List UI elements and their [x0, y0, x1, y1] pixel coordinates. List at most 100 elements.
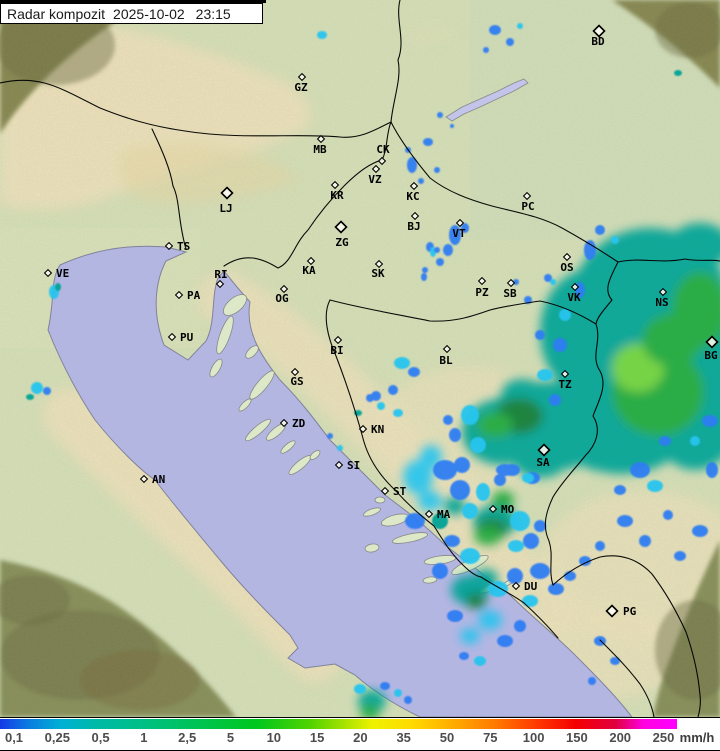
- station-label: RI: [214, 268, 227, 281]
- station-label: SK: [371, 267, 385, 280]
- radar-cell: [317, 31, 327, 39]
- radar-cell: [444, 535, 460, 547]
- radar-cell: [537, 369, 553, 381]
- radar-cell: [647, 480, 663, 492]
- top-edge-strip: [0, 0, 266, 3]
- station-diamond-icon: [306, 256, 316, 266]
- station-label: BJ: [407, 220, 420, 233]
- station-diamond-icon: [522, 191, 532, 201]
- radar-cell: [422, 267, 428, 273]
- legend-value: 0,25: [44, 730, 70, 745]
- legend-unit: mm/h: [679, 730, 715, 745]
- station-os: OS: [560, 252, 574, 274]
- radar-cell: [434, 247, 440, 253]
- radar-cell: [540, 270, 636, 394]
- radar-cell: [432, 513, 448, 529]
- radar-cell: [55, 283, 61, 291]
- station-st: ST: [380, 485, 407, 498]
- radar-cell: [534, 520, 546, 532]
- station-bj: BJ: [407, 211, 421, 233]
- radar-cell: [454, 457, 470, 473]
- station-label: PG: [623, 605, 637, 618]
- station-label: GZ: [294, 81, 308, 94]
- station-label: SA: [536, 456, 550, 469]
- legend-value: 100: [522, 730, 545, 745]
- radar-cell: [407, 157, 417, 173]
- radar-cell: [584, 240, 596, 260]
- station-diamond-icon: [43, 268, 53, 278]
- station-label: MB: [313, 143, 327, 156]
- station-label: MA: [437, 508, 451, 521]
- station-diamond-icon: [174, 290, 184, 300]
- radar-cell: [394, 357, 410, 369]
- radar-cell: [474, 527, 502, 545]
- station-label: LJ: [219, 202, 232, 215]
- legend-value: 0,5: [91, 730, 110, 745]
- station-label: ZD: [292, 417, 306, 430]
- legend-value: 10: [266, 730, 282, 745]
- radar-cell: [549, 394, 561, 406]
- station-kc: KC: [406, 181, 420, 203]
- legend-value: 250: [652, 730, 675, 745]
- station-diamond-icon: [705, 335, 719, 349]
- radar-cell: [483, 47, 489, 53]
- radar-precipitation-masses: [358, 223, 720, 717]
- station-diamond-icon: [506, 278, 516, 288]
- station-label: KA: [302, 264, 316, 277]
- station-label: BI: [330, 344, 343, 357]
- station-diamond-icon: [537, 443, 551, 457]
- radar-map: BD GZ MB CK VZ KR KC LJ ZG BJ VT PC TS RI PA KA OG SK PZ SB…: [0, 0, 720, 717]
- station-label: VK: [567, 291, 581, 304]
- station-bi: BI: [330, 335, 344, 357]
- radar-cell: [522, 595, 538, 607]
- station-an: AN: [139, 473, 165, 486]
- radar-cell: [466, 593, 486, 609]
- radar-cell: [559, 309, 571, 321]
- station-diamond-icon: [424, 509, 434, 519]
- legend-value: 0,1: [4, 730, 24, 745]
- legend-colorbar-area: 0,1 0,25 0,5 1 2,5 5 10 15 20 35 50 75 100 150 200 250 m…: [0, 717, 720, 751]
- station-og: OG: [275, 284, 289, 305]
- country-borders: [0, 0, 720, 717]
- radar-cell: [443, 415, 453, 425]
- station-tz: TZ: [558, 369, 572, 391]
- radar-cell: [434, 167, 440, 173]
- radar-cell: [614, 485, 626, 495]
- station-label: PU: [180, 331, 194, 344]
- station-label: DU: [524, 580, 538, 593]
- station-ns: NS: [655, 287, 669, 309]
- station-markers: BD GZ MB CK VZ KR KC LJ ZG BJ VT PC TS RI PA KA OG SK PZ SB…: [43, 24, 719, 618]
- radar-cell: [659, 436, 671, 446]
- station-label: BD: [591, 35, 605, 48]
- radar-cell: [595, 541, 605, 551]
- radar-cell: [380, 682, 390, 690]
- station-pa: PA: [174, 289, 201, 302]
- station-diamond-icon: [592, 24, 606, 38]
- radar-cell: [327, 433, 333, 439]
- radar-cell: [530, 563, 550, 579]
- radar-cell: [337, 445, 343, 451]
- radar-cell: [371, 391, 381, 401]
- radar-cell: [450, 124, 454, 128]
- radar-cell: [437, 112, 443, 118]
- station-label: BG: [704, 349, 718, 362]
- station-diamond-icon: [215, 279, 225, 289]
- station-diamond-icon: [562, 252, 572, 262]
- radar-cell: [494, 474, 506, 486]
- station-vt: VT: [452, 218, 466, 240]
- radar-cell: [674, 70, 682, 76]
- radar-cell: [394, 689, 402, 697]
- station-label: VZ: [368, 173, 382, 186]
- station-diamond-icon: [377, 156, 387, 166]
- map-canvas: BD GZ MB CK VZ KR KC LJ ZG BJ VT PC TS RI PA KA OG SK PZ SB…: [0, 0, 720, 717]
- station-label: KN: [371, 423, 384, 436]
- station-diamond-icon: [374, 259, 384, 269]
- radar-cell: [470, 437, 486, 453]
- radar-cell: [517, 23, 523, 29]
- station-label: SB: [503, 287, 517, 300]
- radar-cell: [461, 223, 469, 233]
- station-bl: BL: [439, 344, 453, 367]
- radar-cell: [610, 657, 620, 665]
- title-date: 2025-10-02: [113, 5, 185, 22]
